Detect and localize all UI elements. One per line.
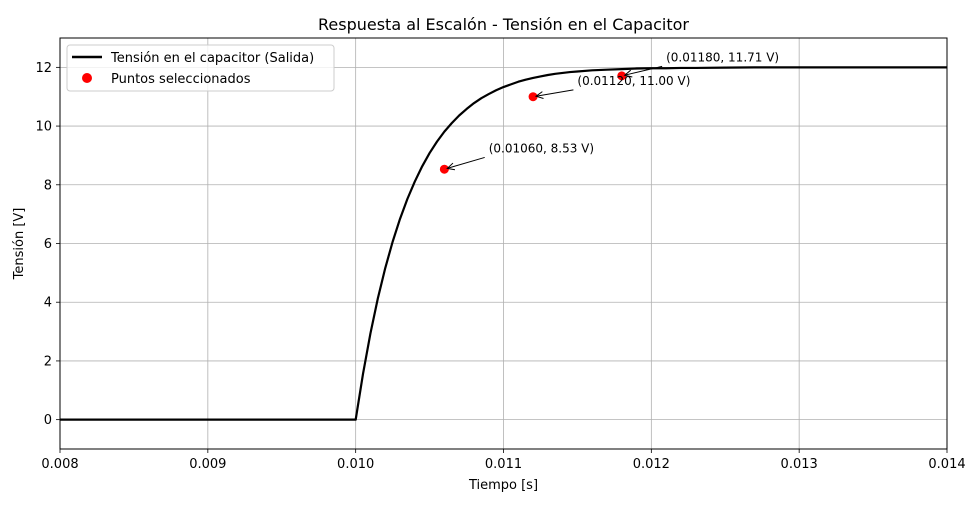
y-axis-ticks: 0 2 4 6 8 10 12 (35, 61, 60, 428)
x-axis-title: Tiempo [s] (468, 478, 538, 493)
x-axis-ticks: 0.008 0.009 0.010 0.011 0.012 0.013 0.014 (41, 449, 966, 472)
x-tick-label: 0.014 (928, 457, 965, 472)
grid (59, 38, 948, 449)
y-tick-label: 10 (35, 120, 52, 135)
annotation-label: (0.01060, 8.53 V) (489, 141, 594, 155)
x-tick-label: 0.010 (337, 457, 374, 472)
legend-box (66, 44, 335, 92)
scatter-series (439, 71, 627, 174)
y-tick-label: 12 (35, 61, 52, 76)
annotation-label: (0.01120, 11.00 V) (577, 74, 690, 88)
scatter-point (439, 164, 449, 174)
annotation-arrow (624, 65, 663, 76)
x-tick-label: 0.013 (781, 457, 818, 472)
annotation-label: (0.01180, 11.71 V) (666, 50, 779, 64)
y-tick-label: 4 (44, 296, 52, 311)
annotation-arrow (535, 89, 574, 97)
x-tick-label: 0.012 (633, 457, 670, 472)
legend-dot-label: Puntos seleccionados (111, 72, 251, 87)
scatter-point (528, 92, 538, 102)
annotation-arrowhead (534, 91, 544, 99)
y-tick-label: 0 (44, 413, 52, 428)
y-tick-label: 2 (44, 354, 52, 369)
annotations: (0.01060, 8.53 V) (0.01120, 11.00 V) (0.01… (446, 50, 779, 171)
y-axis-title: Tensión [V] (12, 208, 27, 281)
legend-dot-swatch (82, 73, 92, 83)
x-tick-label: 0.008 (41, 457, 78, 472)
legend-line-label: Tensión en el capacitor (Salida) (110, 51, 314, 66)
y-tick-label: 8 (44, 178, 52, 193)
annotation-arrow (447, 156, 485, 169)
annotation-arrowhead (623, 69, 633, 78)
scatter-point (617, 71, 627, 81)
y-tick-label: 6 (44, 237, 52, 252)
annotation-arrowhead (446, 162, 456, 171)
chart-title: Respuesta al Escalón - Tensión en el Cap… (318, 15, 689, 34)
x-tick-label: 0.009 (189, 457, 226, 472)
legend: Tensión en el capacitor (Salida) Puntos … (66, 44, 335, 92)
x-tick-label: 0.011 (485, 457, 522, 472)
